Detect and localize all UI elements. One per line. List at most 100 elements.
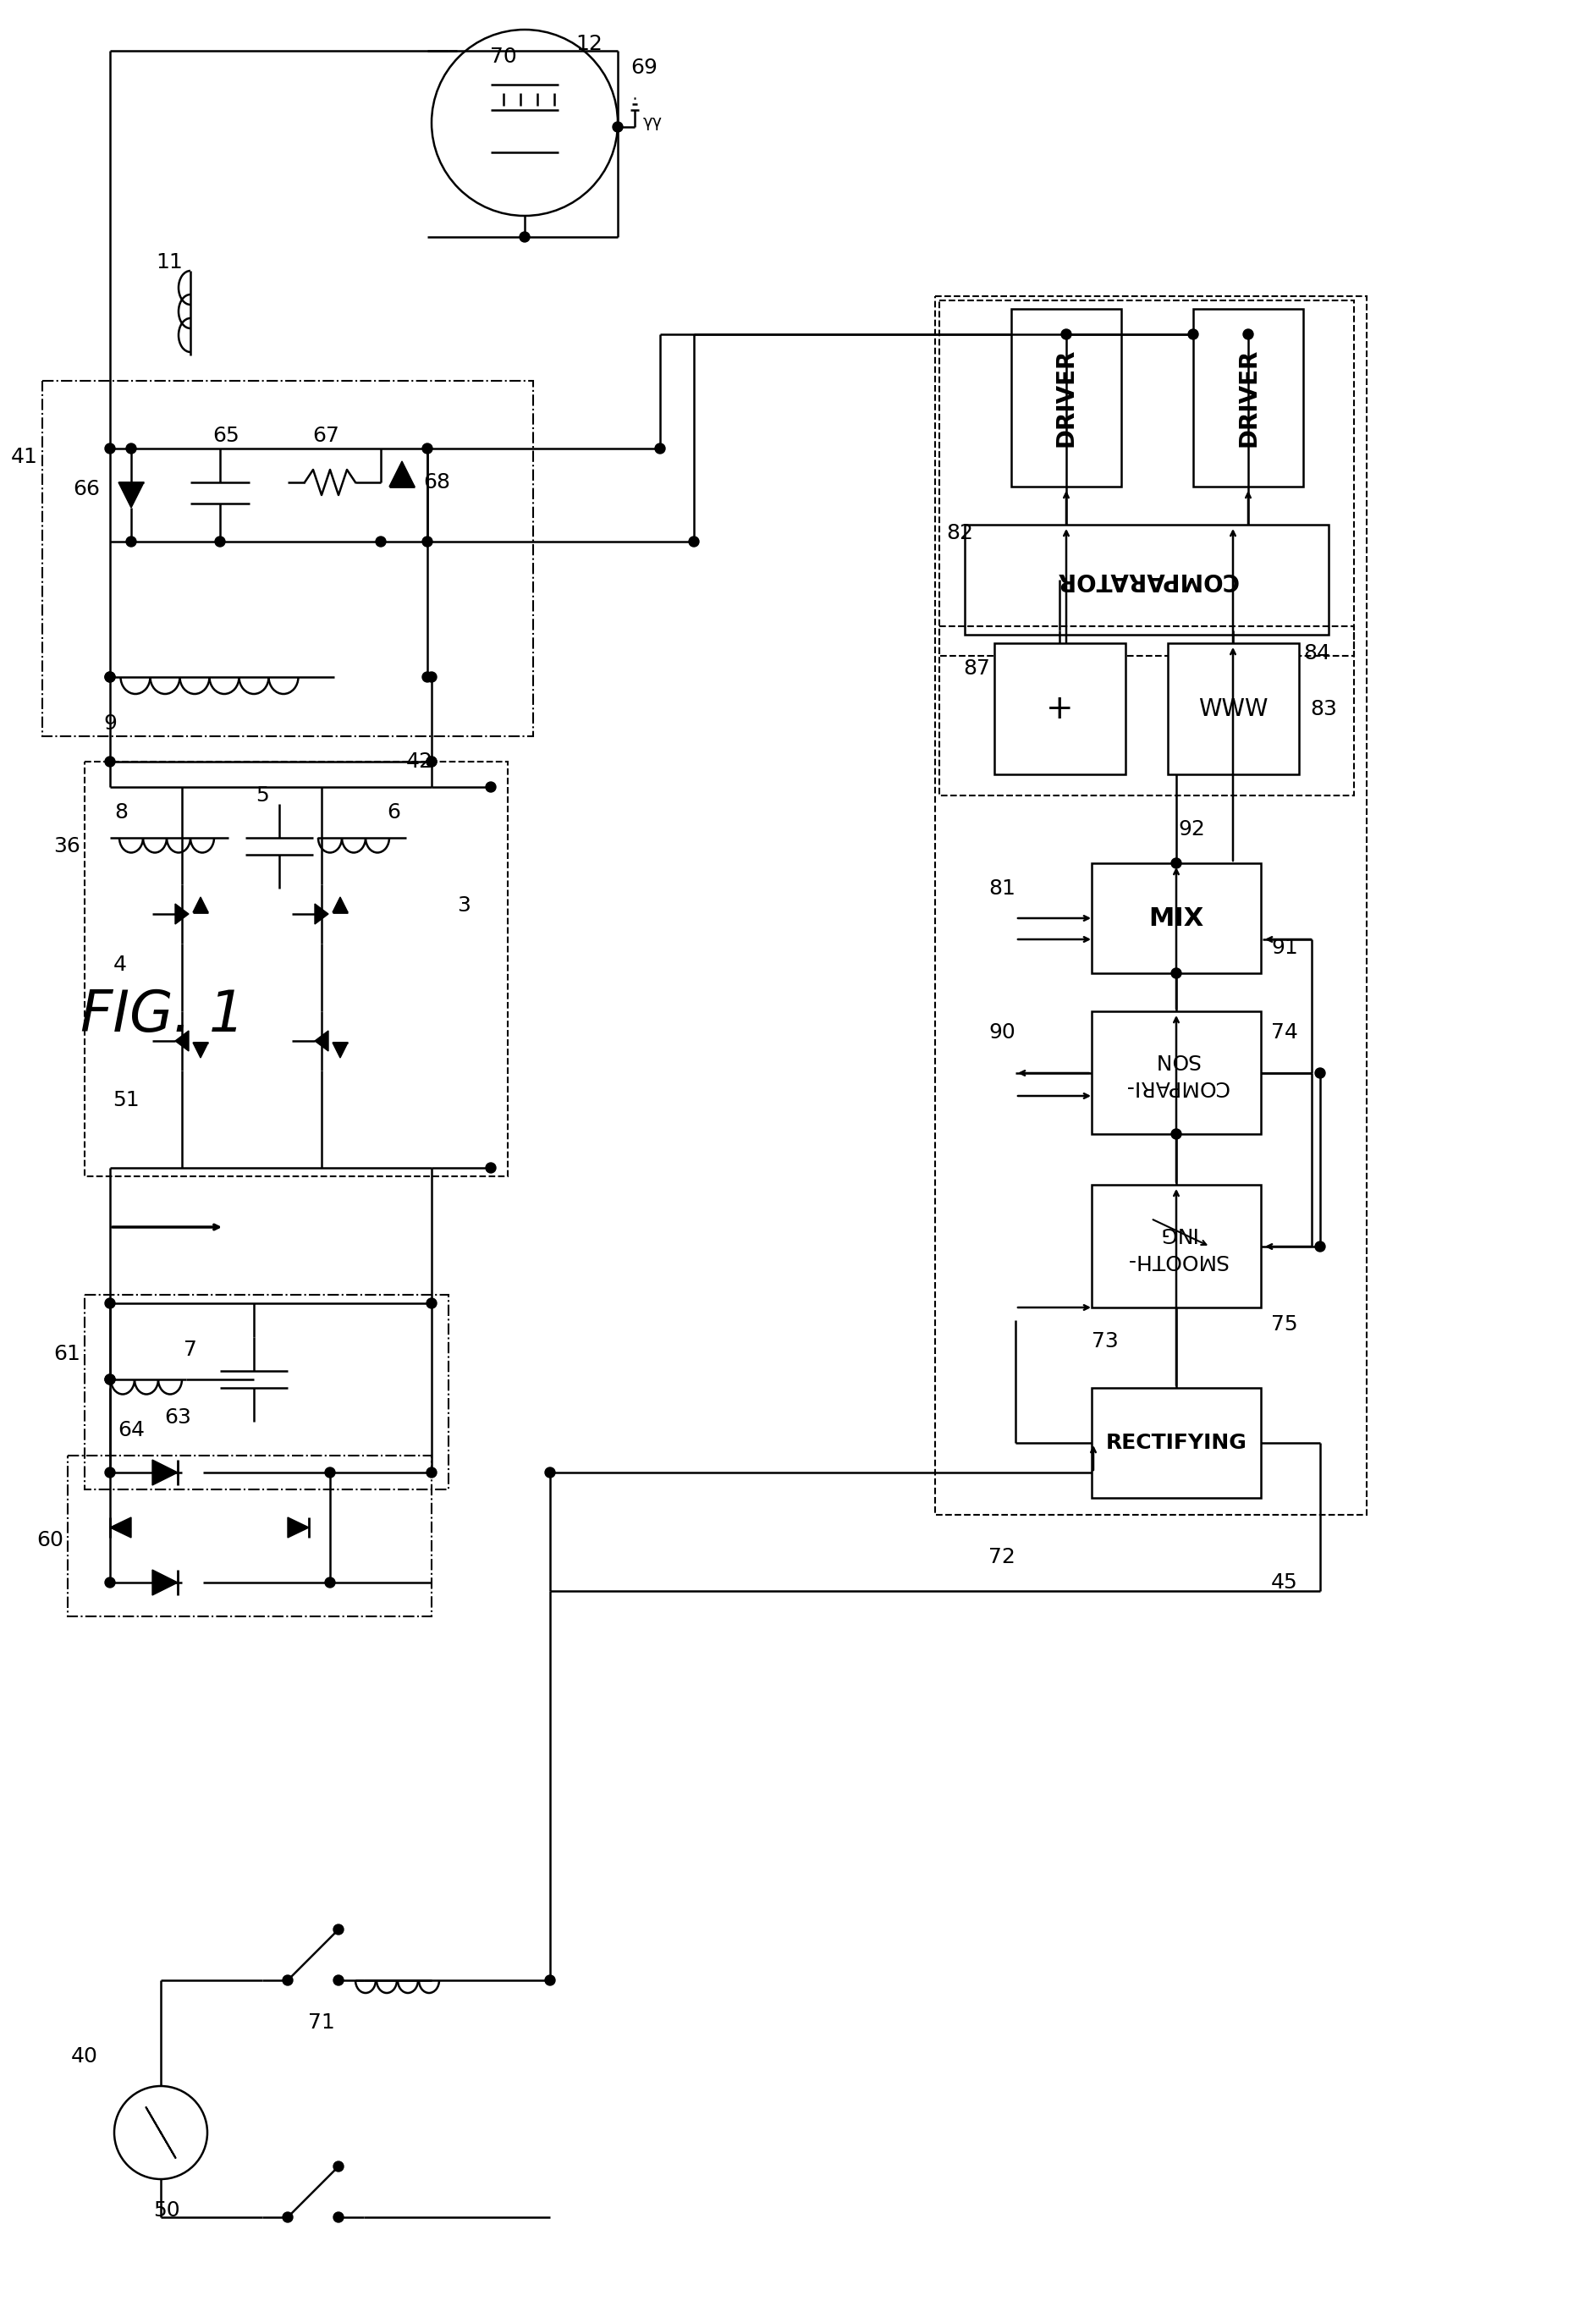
Circle shape xyxy=(334,1974,343,1986)
Bar xyxy=(1168,643,1299,775)
Circle shape xyxy=(105,673,115,682)
Circle shape xyxy=(544,1468,555,1477)
Bar xyxy=(67,1457,431,1616)
Circle shape xyxy=(334,2213,343,2222)
Bar xyxy=(1092,1184,1261,1309)
Circle shape xyxy=(485,781,496,793)
Polygon shape xyxy=(110,1517,131,1537)
Circle shape xyxy=(105,1373,115,1385)
Text: 74: 74 xyxy=(1270,1022,1298,1043)
Text: 7: 7 xyxy=(184,1339,198,1359)
Polygon shape xyxy=(287,1517,310,1537)
Polygon shape xyxy=(314,904,329,925)
Text: FIG. 1: FIG. 1 xyxy=(80,987,244,1043)
Polygon shape xyxy=(193,1043,207,1059)
Circle shape xyxy=(423,536,433,546)
Polygon shape xyxy=(176,1031,188,1052)
Circle shape xyxy=(105,673,115,682)
Polygon shape xyxy=(332,1043,348,1059)
Bar xyxy=(940,627,1353,795)
Circle shape xyxy=(282,1974,292,1986)
Circle shape xyxy=(282,2213,292,2222)
Circle shape xyxy=(654,444,666,453)
Circle shape xyxy=(1061,328,1071,340)
Bar xyxy=(994,643,1125,775)
Text: COMPARATOR: COMPARATOR xyxy=(1055,569,1238,592)
Text: 64: 64 xyxy=(118,1420,145,1440)
Text: 73: 73 xyxy=(1092,1332,1119,1353)
Circle shape xyxy=(426,756,437,768)
Circle shape xyxy=(215,536,225,546)
Circle shape xyxy=(105,756,115,768)
Text: 71: 71 xyxy=(308,2011,335,2032)
Circle shape xyxy=(375,536,386,546)
Circle shape xyxy=(126,444,136,453)
Text: 45: 45 xyxy=(1270,1572,1298,1593)
Circle shape xyxy=(544,1974,555,1986)
Circle shape xyxy=(105,444,115,453)
Circle shape xyxy=(423,673,433,682)
Circle shape xyxy=(485,1163,496,1172)
Text: 82: 82 xyxy=(946,523,974,543)
Text: 42: 42 xyxy=(407,751,433,772)
Text: 81: 81 xyxy=(988,879,1015,899)
Text: 65: 65 xyxy=(212,425,239,446)
Circle shape xyxy=(326,1468,335,1477)
Text: 84: 84 xyxy=(1304,643,1331,664)
Circle shape xyxy=(1315,1068,1325,1077)
Circle shape xyxy=(1171,858,1181,869)
Text: DRIVER: DRIVER xyxy=(1237,349,1261,446)
Polygon shape xyxy=(193,897,207,913)
Circle shape xyxy=(1171,1128,1181,1140)
Bar xyxy=(935,296,1366,1514)
Circle shape xyxy=(426,673,437,682)
Text: 66: 66 xyxy=(73,479,101,499)
Text: 87: 87 xyxy=(962,659,990,680)
Text: 67: 67 xyxy=(313,425,340,446)
Circle shape xyxy=(423,444,433,453)
Circle shape xyxy=(613,123,622,132)
Text: WWW: WWW xyxy=(1199,698,1267,721)
Text: 60: 60 xyxy=(37,1531,64,1551)
Polygon shape xyxy=(118,483,144,509)
Circle shape xyxy=(426,756,437,768)
Circle shape xyxy=(105,1297,115,1309)
Bar xyxy=(940,301,1353,657)
Text: 51: 51 xyxy=(113,1089,139,1110)
Text: 61: 61 xyxy=(53,1343,80,1364)
Text: 4: 4 xyxy=(113,955,128,976)
Text: 50: 50 xyxy=(153,2201,180,2220)
Bar xyxy=(85,761,508,1177)
Text: 69: 69 xyxy=(630,58,658,79)
Circle shape xyxy=(105,1577,115,1588)
Text: 68: 68 xyxy=(423,472,450,492)
Polygon shape xyxy=(152,1459,177,1484)
Text: 5: 5 xyxy=(255,786,270,805)
Text: COMPARI-
SON: COMPARI- SON xyxy=(1124,1050,1229,1096)
Circle shape xyxy=(334,1924,343,1935)
Text: 3: 3 xyxy=(456,895,471,916)
Text: 9: 9 xyxy=(104,714,117,733)
Polygon shape xyxy=(176,904,188,925)
Text: +: + xyxy=(1045,694,1073,726)
Circle shape xyxy=(115,2085,207,2180)
Circle shape xyxy=(520,231,530,243)
Text: SMOOTH-
ING: SMOOTH- ING xyxy=(1125,1223,1227,1269)
Circle shape xyxy=(105,1373,115,1385)
Bar xyxy=(1194,310,1304,486)
Circle shape xyxy=(105,1468,115,1477)
Bar xyxy=(1092,862,1261,973)
Text: 41: 41 xyxy=(11,446,38,467)
Text: 83: 83 xyxy=(1310,698,1337,719)
Polygon shape xyxy=(152,1570,177,1595)
Circle shape xyxy=(1315,1242,1325,1251)
Circle shape xyxy=(1171,969,1181,978)
Circle shape xyxy=(426,1468,437,1477)
Circle shape xyxy=(1187,328,1199,340)
Circle shape xyxy=(126,536,136,546)
Text: 8: 8 xyxy=(115,802,128,823)
Bar xyxy=(1092,1387,1261,1498)
Text: DRIVER: DRIVER xyxy=(1055,349,1079,446)
Text: 6: 6 xyxy=(386,802,401,823)
Text: 92: 92 xyxy=(1178,818,1205,839)
